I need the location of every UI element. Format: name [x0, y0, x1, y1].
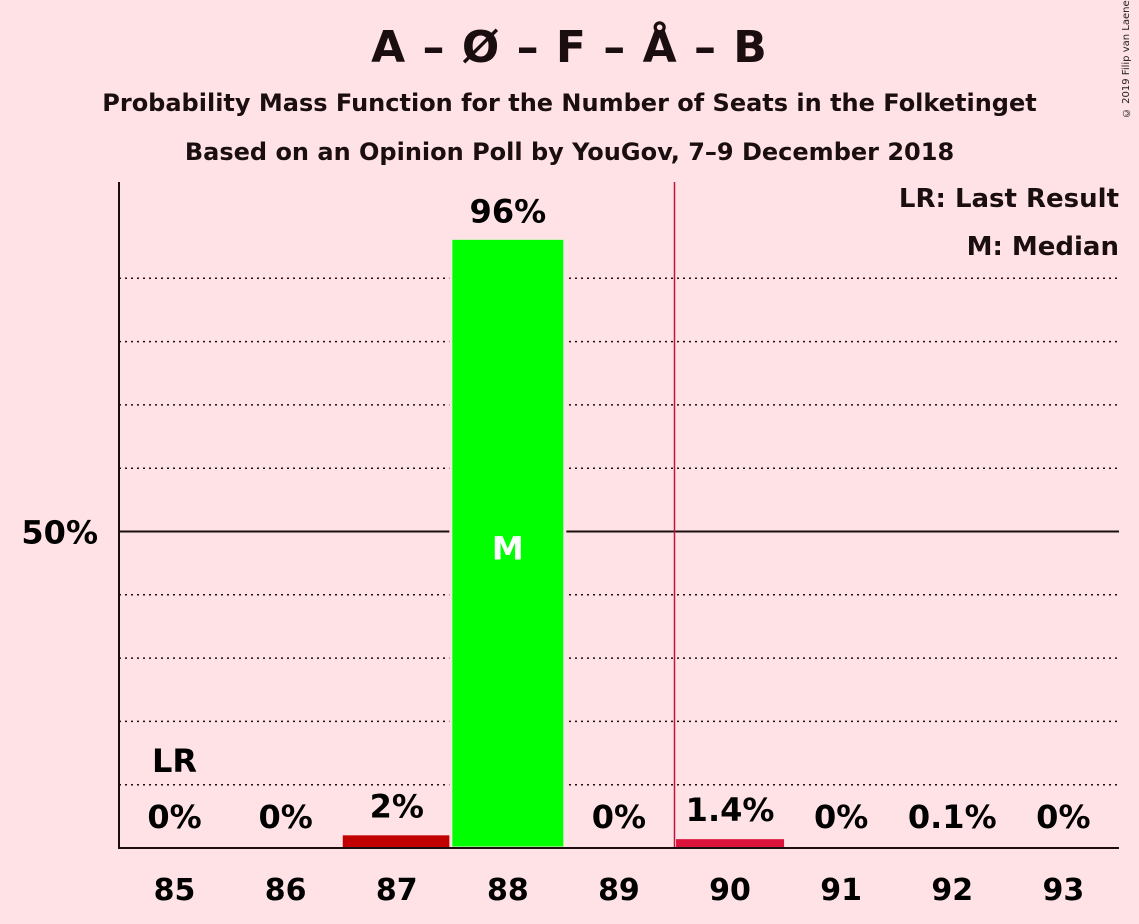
x-tick-label: 86 [265, 873, 307, 908]
data-label: 0% [258, 798, 312, 836]
legend-median: M: Median [966, 232, 1119, 262]
x-tick-label: 92 [931, 873, 973, 908]
x-tick-label: 88 [487, 873, 529, 908]
bar [342, 835, 451, 848]
chart-subtitle: Probability Mass Function for the Number… [102, 89, 1037, 117]
data-label: 0% [592, 798, 646, 836]
bar [676, 839, 785, 848]
chart-subtitle-source: Based on an Opinion Poll by YouGov, 7–9 … [184, 138, 955, 166]
data-label: 1.4% [686, 791, 775, 829]
last-result-marker: LR [152, 742, 197, 780]
x-tick-label: 85 [154, 873, 196, 908]
data-label: 0% [814, 798, 868, 836]
data-label: 96% [470, 192, 547, 230]
x-tick-label: 89 [598, 873, 640, 908]
data-label: 0.1% [908, 798, 997, 836]
data-label: 0% [1036, 798, 1090, 836]
data-label: 0% [147, 798, 201, 836]
x-tick-label: 93 [1042, 873, 1084, 908]
x-tick-label: 90 [709, 873, 751, 908]
y-tick-label: 50% [21, 514, 98, 552]
data-label: 2% [370, 787, 424, 825]
median-marker: M [492, 530, 524, 568]
x-tick-label: 87 [376, 873, 418, 908]
legend-last-result: LR: Last Result [898, 184, 1119, 214]
x-tick-label: 91 [820, 873, 862, 908]
chart-title: A – Ø – F – Å – B [371, 22, 768, 73]
